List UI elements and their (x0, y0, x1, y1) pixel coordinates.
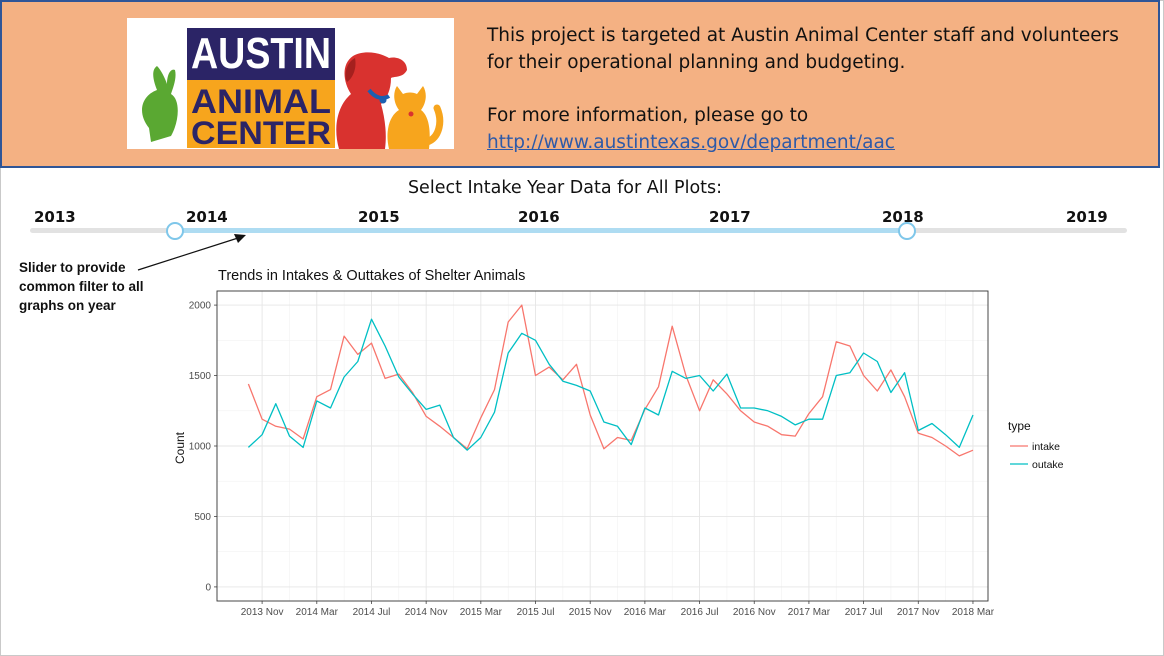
logo-word-austin: AUSTIN (191, 29, 331, 78)
year-slider-selected-range[interactable] (175, 228, 907, 233)
slider-year-2019[interactable]: 2019 (1066, 208, 1108, 226)
x-tick-label: 2016 Mar (624, 607, 667, 618)
project-description: This project is targeted at Austin Anima… (487, 22, 1137, 156)
header-banner: AUSTIN ANIMAL CENTER This project is tar… (0, 0, 1160, 168)
chart-title: Trends in Intakes & Outtakes of Shelter … (218, 268, 525, 284)
year-slider-end-handle[interactable] (898, 222, 916, 240)
slider-year-2013[interactable]: 2013 (34, 208, 76, 226)
legend-title: type (1008, 419, 1031, 433)
slider-year-2017[interactable]: 2017 (709, 208, 751, 226)
slider-annotation: Slider to provide common filter to all g… (19, 260, 144, 313)
legend-label-outtake: outake (1032, 459, 1064, 471)
x-tick-label: 2014 Mar (296, 607, 339, 618)
x-tick-label: 2015 Jul (517, 607, 555, 618)
series-line-intake (247, 304, 974, 457)
y-tick-label: 1500 (189, 371, 212, 382)
x-tick-label: 2014 Jul (353, 607, 391, 618)
x-tick-label: 2013 Nov (241, 607, 284, 618)
y-tick-label: 500 (194, 512, 211, 523)
logo-image: AUSTIN ANIMAL CENTER (142, 28, 444, 149)
logo-word-center: CENTER (191, 115, 331, 149)
slider-year-2014[interactable]: 2014 (186, 208, 228, 226)
year-slider-start-handle[interactable] (166, 222, 184, 240)
x-tick-label: 2017 Jul (845, 607, 883, 618)
legend-label-intake: intake (1032, 441, 1060, 453)
x-tick-label: 2015 Nov (569, 607, 612, 618)
y-tick-label: 2000 (189, 301, 212, 312)
annotation-arrow (137, 234, 246, 271)
x-tick-label: 2017 Nov (897, 607, 940, 618)
x-tick-label: 2018 Mar (952, 607, 995, 618)
x-tick-label: 2017 Mar (788, 607, 831, 618)
x-tick-label: 2016 Nov (733, 607, 776, 618)
aac-website-link[interactable]: http://www.austintexas.gov/department/aa… (487, 132, 895, 153)
x-tick-label: 2015 Mar (460, 607, 503, 618)
slider-year-2018[interactable]: 2018 (882, 208, 924, 226)
slider-title: Select Intake Year Data for All Plots: (407, 178, 723, 198)
chart-legend: type intake outake (1008, 419, 1064, 471)
series-line-outake (247, 318, 974, 451)
x-tick-label: 2014 Nov (405, 607, 448, 618)
x-tick-label: 2016 Jul (681, 607, 719, 618)
slider-year-2015[interactable]: 2015 (358, 208, 400, 226)
trend-chart: Trends in Intakes & Outtakes of Shelter … (173, 268, 1064, 618)
logo-word-animal: ANIMAL (191, 83, 331, 121)
austin-animal-center-logo: AUSTIN ANIMAL CENTER (127, 18, 454, 149)
plot-border (216, 290, 989, 602)
slider-year-2016[interactable]: 2016 (518, 208, 560, 226)
y-tick-label: 1000 (189, 442, 212, 453)
y-axis-label: Count (173, 431, 187, 464)
description-text: This project is targeted at Austin Anima… (487, 25, 1119, 73)
more-info-text: For more information, please go to (487, 105, 809, 126)
y-tick-label: 0 (205, 582, 211, 593)
